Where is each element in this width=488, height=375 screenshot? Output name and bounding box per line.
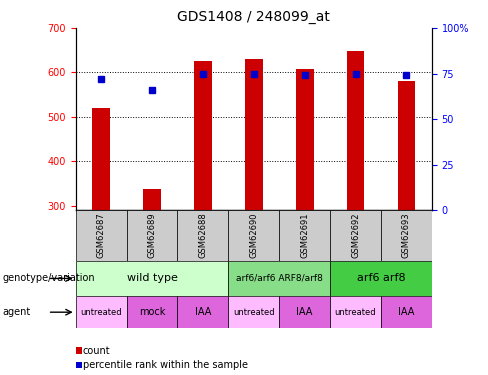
Text: agent: agent: [2, 307, 31, 317]
Bar: [178, 296, 228, 328]
Bar: [92, 108, 110, 210]
Bar: [381, 296, 432, 328]
Text: IAA: IAA: [398, 307, 415, 317]
Bar: [279, 296, 330, 328]
Text: arf6/arf6 ARF8/arf8: arf6/arf6 ARF8/arf8: [236, 274, 323, 283]
Text: IAA: IAA: [195, 307, 211, 317]
Bar: [126, 296, 178, 328]
Title: GDS1408 / 248099_at: GDS1408 / 248099_at: [177, 10, 330, 24]
Text: untreated: untreated: [233, 308, 275, 316]
Text: GSM62689: GSM62689: [147, 213, 157, 258]
Bar: [398, 81, 415, 210]
Bar: [228, 261, 330, 296]
Bar: [126, 210, 178, 261]
Bar: [76, 261, 228, 296]
Bar: [381, 210, 432, 261]
Bar: [245, 59, 263, 210]
Bar: [296, 69, 314, 210]
Bar: [194, 62, 212, 210]
Text: GSM62690: GSM62690: [249, 213, 258, 258]
Bar: [228, 210, 279, 261]
Bar: [330, 296, 381, 328]
Text: GSM62691: GSM62691: [300, 213, 309, 258]
Text: arf6 arf8: arf6 arf8: [357, 273, 406, 284]
Bar: [76, 296, 126, 328]
Text: GSM62692: GSM62692: [351, 213, 360, 258]
Bar: [279, 210, 330, 261]
Bar: [76, 210, 126, 261]
Text: count: count: [82, 346, 110, 355]
Bar: [228, 296, 279, 328]
Text: untreated: untreated: [80, 308, 122, 316]
Bar: [346, 51, 365, 210]
Bar: [178, 210, 228, 261]
Bar: [143, 189, 161, 210]
Text: IAA: IAA: [297, 307, 313, 317]
Text: genotype/variation: genotype/variation: [2, 273, 95, 284]
Text: untreated: untreated: [335, 308, 376, 316]
Text: wild type: wild type: [126, 273, 178, 284]
Bar: [330, 210, 381, 261]
Text: percentile rank within the sample: percentile rank within the sample: [82, 360, 248, 370]
Text: GSM62688: GSM62688: [198, 212, 207, 258]
Text: mock: mock: [139, 307, 165, 317]
Text: GSM62693: GSM62693: [402, 213, 411, 258]
Bar: [330, 261, 432, 296]
Text: GSM62687: GSM62687: [97, 212, 105, 258]
